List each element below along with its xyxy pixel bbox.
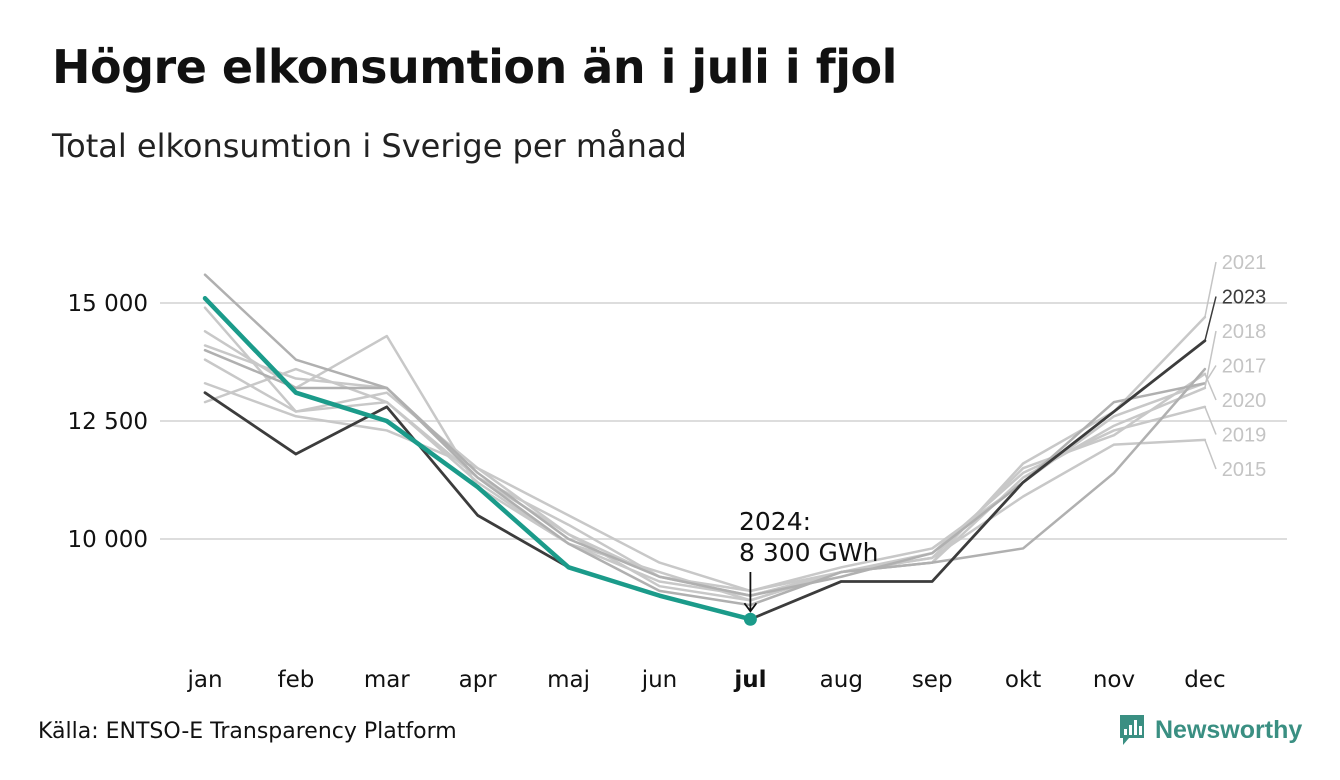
series-end-label: 2018	[1222, 321, 1267, 343]
series-line-2016	[203, 273, 1207, 597]
series-line-2020	[203, 367, 1207, 602]
bar-chart-icon	[1120, 715, 1144, 745]
annotation-value: 8 300 GWh	[739, 538, 878, 567]
leader-line	[1204, 406, 1217, 435]
series-line-2018	[203, 330, 1207, 597]
leader-line	[1204, 439, 1217, 470]
x-tick-label: apr	[459, 667, 498, 693]
series-end-label: 2021	[1222, 252, 1267, 274]
x-tick-label: nov	[1093, 667, 1135, 693]
leader-line	[1204, 365, 1217, 384]
x-tick-label: aug	[820, 667, 863, 693]
series-line-2022	[203, 348, 1207, 607]
annotation-label: 2024:	[739, 507, 811, 536]
x-tick-label: maj	[547, 667, 590, 693]
series-end-label: 2020	[1222, 390, 1267, 412]
y-tick-label: 15 000	[68, 291, 148, 317]
x-tick-label: dec	[1184, 667, 1225, 693]
series-line-2015	[203, 381, 1207, 593]
x-tick-label: jun	[641, 667, 678, 693]
series-end-label: 2015	[1222, 459, 1267, 481]
series-line-2024	[202, 296, 753, 622]
source-note: Källa: ENTSO-E Transparency Platform	[38, 719, 457, 744]
series-end-label: 2019	[1222, 425, 1267, 447]
x-tick-label: okt	[1005, 667, 1041, 693]
leader-line	[1204, 373, 1217, 401]
chart-subtitle: Total elkonsumtion i Sverige per månad	[52, 127, 687, 165]
x-tick-label: sep	[912, 667, 953, 693]
chart-title: Högre elkonsumtion än i juli i fjol	[52, 40, 897, 94]
series-end-label: 2017	[1222, 356, 1267, 378]
line-chart: 10 000 12 500 15 000 jan feb mar apr maj jun jul a…	[68, 252, 1287, 693]
series-line-2021	[203, 306, 1207, 602]
x-tick-label: feb	[277, 667, 314, 693]
annotation-arrow-head	[743, 602, 758, 613]
leader-line	[1204, 261, 1217, 318]
y-tick-label: 10 000	[68, 527, 148, 553]
series-line-2017	[203, 344, 1207, 593]
leader-line	[1204, 296, 1217, 341]
x-tick-label: jul	[733, 667, 766, 693]
x-tick-label: jan	[186, 667, 222, 693]
brand-name: Newsworthy	[1155, 715, 1303, 744]
series-end-label: 2023	[1222, 287, 1267, 309]
newsworthy-logo: Newsworthy	[1118, 714, 1302, 746]
x-tick-label: mar	[364, 667, 410, 693]
y-tick-label: 12 500	[68, 409, 148, 435]
highlight-point	[743, 612, 757, 626]
